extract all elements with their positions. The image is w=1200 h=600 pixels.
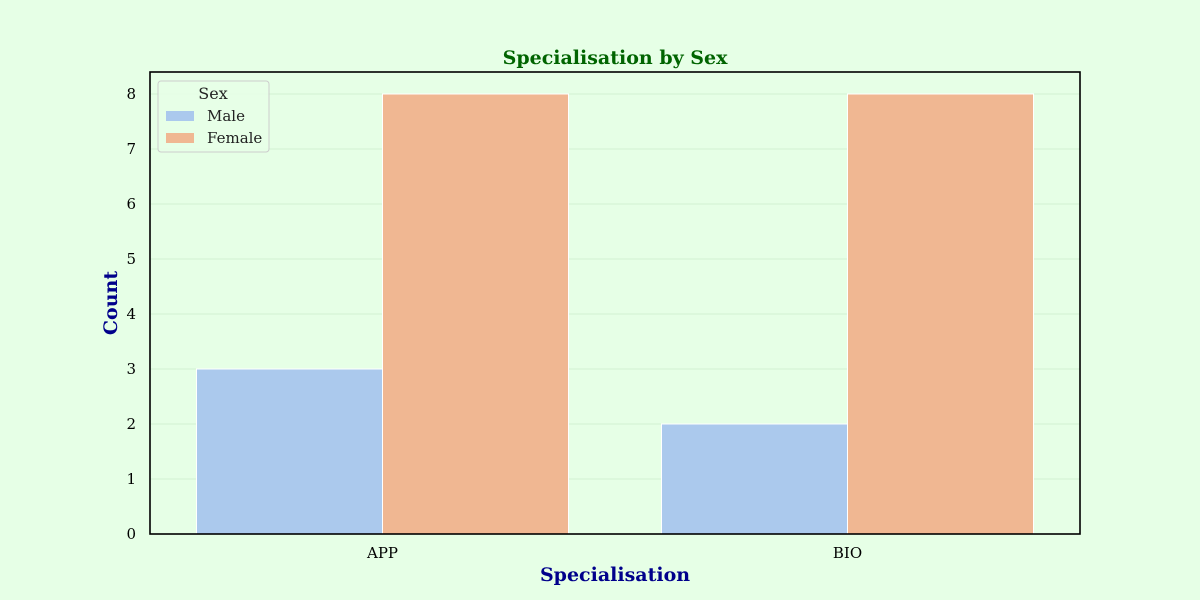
legend-swatch-male xyxy=(166,111,194,121)
y-tick-label: 6 xyxy=(126,195,136,213)
y-tick-label: 3 xyxy=(126,360,136,378)
y-tick-label: 2 xyxy=(126,415,136,433)
legend-items: Male Female xyxy=(166,107,262,147)
y-tick-label: 7 xyxy=(126,140,136,158)
legend: Sex Male Female xyxy=(157,80,270,153)
legend-label-male: Male xyxy=(207,107,245,125)
bar-female-app xyxy=(382,93,569,535)
bar-male-bio xyxy=(661,423,848,535)
y-tick-label: 5 xyxy=(126,250,136,268)
x-tick-label: APP xyxy=(366,544,398,562)
x-axis-title: Specialisation xyxy=(540,564,690,586)
y-tick-label: 4 xyxy=(126,305,136,323)
legend-swatch-female xyxy=(166,133,194,143)
chart-title: Specialisation by Sex xyxy=(503,47,728,69)
bar-female-bio xyxy=(847,93,1034,535)
axes-frame xyxy=(149,71,1081,535)
y-tick-label: 8 xyxy=(126,85,136,103)
bars-group xyxy=(196,93,1034,535)
x-tick-label: BIO xyxy=(833,544,862,562)
bar-male-app xyxy=(196,368,383,535)
y-axis-ticks: 0 1 2 3 4 5 6 7 8 xyxy=(126,85,136,543)
y-axis-title: Count xyxy=(100,271,122,335)
y-tick-label: 1 xyxy=(126,470,136,488)
legend-label-female: Female xyxy=(207,129,262,147)
x-axis-ticks: APP BIO xyxy=(366,544,862,562)
legend-title: Sex xyxy=(198,84,227,103)
y-tick-label: 0 xyxy=(126,525,136,543)
